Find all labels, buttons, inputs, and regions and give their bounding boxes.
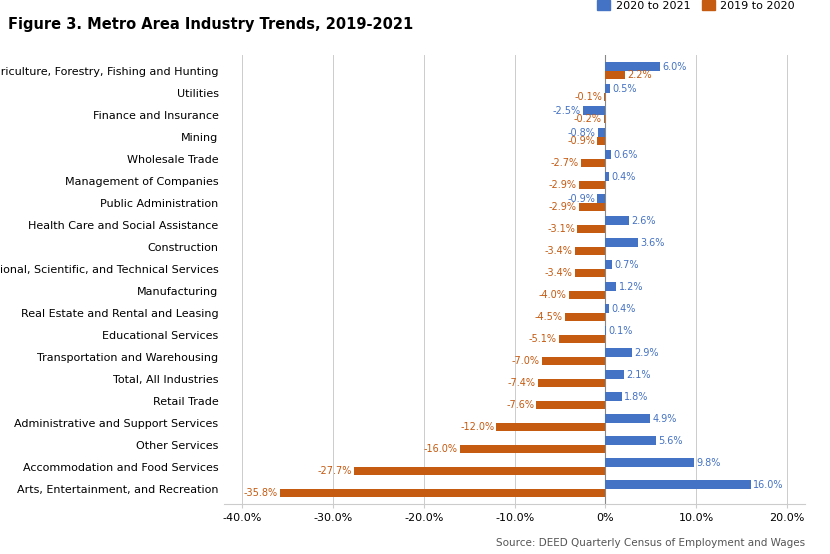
- Bar: [605, 371, 624, 379]
- Text: 2.6%: 2.6%: [632, 216, 656, 225]
- Bar: [605, 304, 609, 313]
- Text: 9.8%: 9.8%: [696, 458, 721, 468]
- Bar: [605, 392, 622, 401]
- Text: 0.4%: 0.4%: [611, 304, 636, 314]
- Text: 0.1%: 0.1%: [608, 326, 633, 336]
- Bar: [603, 115, 605, 123]
- Bar: [354, 466, 605, 475]
- Text: -7.0%: -7.0%: [511, 356, 540, 366]
- Bar: [574, 247, 605, 255]
- Text: 0.4%: 0.4%: [611, 172, 636, 182]
- Text: -27.7%: -27.7%: [317, 466, 352, 476]
- Text: -16.0%: -16.0%: [424, 444, 458, 454]
- Text: 2.2%: 2.2%: [627, 70, 652, 80]
- Text: 16.0%: 16.0%: [753, 480, 784, 490]
- Text: -3.4%: -3.4%: [544, 246, 572, 256]
- Text: 0.5%: 0.5%: [613, 84, 637, 94]
- Text: -0.9%: -0.9%: [567, 193, 595, 204]
- Text: -0.8%: -0.8%: [568, 127, 596, 137]
- Bar: [605, 414, 650, 423]
- Bar: [605, 480, 750, 489]
- Text: 5.6%: 5.6%: [658, 435, 683, 445]
- Bar: [605, 151, 611, 159]
- Bar: [542, 357, 605, 365]
- Text: -0.2%: -0.2%: [574, 114, 601, 124]
- Text: Figure 3. Metro Area Industry Trends, 2019-2021: Figure 3. Metro Area Industry Trends, 20…: [8, 17, 413, 32]
- Bar: [496, 423, 605, 431]
- Text: 2.1%: 2.1%: [627, 370, 652, 379]
- Text: Source: DEED Quarterly Census of Employment and Wages: Source: DEED Quarterly Census of Employm…: [496, 538, 805, 548]
- Bar: [605, 238, 638, 247]
- Text: 3.6%: 3.6%: [640, 238, 665, 248]
- Text: 6.0%: 6.0%: [662, 61, 686, 71]
- Text: -35.8%: -35.8%: [244, 488, 278, 498]
- Text: -0.9%: -0.9%: [567, 136, 595, 146]
- Bar: [583, 106, 605, 115]
- Text: 1.2%: 1.2%: [618, 281, 643, 291]
- Bar: [605, 172, 609, 181]
- Bar: [577, 225, 605, 233]
- Bar: [598, 137, 605, 145]
- Bar: [604, 93, 605, 101]
- Bar: [605, 348, 632, 357]
- Text: -7.6%: -7.6%: [506, 400, 535, 410]
- Bar: [536, 401, 605, 409]
- Bar: [579, 181, 605, 189]
- Bar: [569, 291, 605, 299]
- Bar: [574, 269, 605, 277]
- Text: 1.8%: 1.8%: [624, 392, 648, 402]
- Bar: [281, 489, 605, 497]
- Bar: [605, 458, 695, 466]
- Text: -3.1%: -3.1%: [547, 224, 575, 234]
- Bar: [559, 335, 605, 343]
- Text: -4.5%: -4.5%: [535, 312, 562, 322]
- Bar: [605, 437, 657, 445]
- Bar: [605, 84, 610, 93]
- Legend: 2020 to 2021, 2019 to 2020: 2020 to 2021, 2019 to 2020: [593, 0, 799, 15]
- Bar: [605, 63, 660, 71]
- Bar: [579, 203, 605, 211]
- Text: -2.5%: -2.5%: [552, 106, 580, 116]
- Text: -7.4%: -7.4%: [508, 378, 536, 388]
- Text: -5.1%: -5.1%: [529, 334, 557, 344]
- Text: -0.1%: -0.1%: [574, 92, 603, 102]
- Text: 2.9%: 2.9%: [634, 347, 658, 357]
- Bar: [605, 217, 629, 225]
- Bar: [605, 71, 625, 79]
- Bar: [605, 283, 616, 291]
- Text: -3.4%: -3.4%: [544, 268, 572, 278]
- Bar: [598, 129, 605, 137]
- Bar: [598, 194, 605, 203]
- Bar: [538, 379, 605, 387]
- Text: -2.9%: -2.9%: [549, 180, 577, 190]
- Bar: [564, 313, 605, 321]
- Text: -2.9%: -2.9%: [549, 202, 577, 212]
- Text: -12.0%: -12.0%: [460, 422, 494, 432]
- Text: 0.7%: 0.7%: [614, 260, 638, 270]
- Bar: [605, 260, 612, 269]
- Bar: [460, 445, 605, 453]
- Text: -2.7%: -2.7%: [550, 158, 579, 168]
- Text: 0.6%: 0.6%: [613, 150, 637, 160]
- Text: 4.9%: 4.9%: [652, 414, 676, 424]
- Bar: [605, 326, 606, 335]
- Text: -4.0%: -4.0%: [539, 290, 567, 300]
- Bar: [581, 159, 605, 167]
